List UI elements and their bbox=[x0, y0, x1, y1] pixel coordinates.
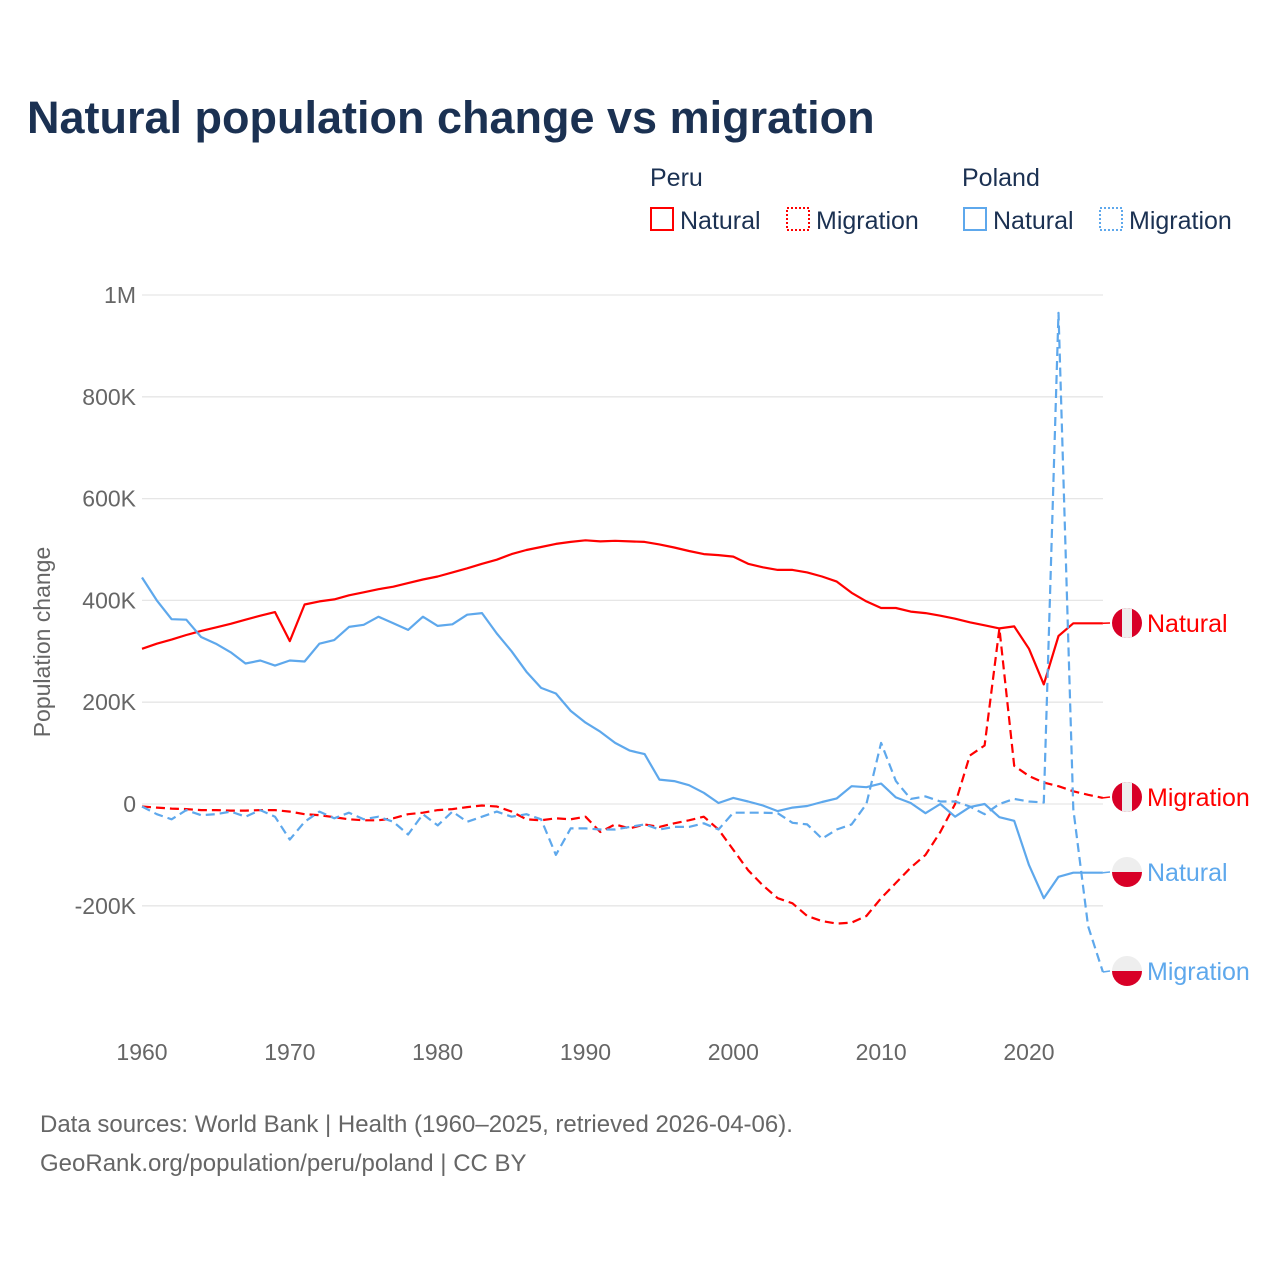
y-axis: 1M 800K 600K 400K 200K 0 -200K bbox=[75, 282, 137, 919]
end-label-connector bbox=[1103, 797, 1110, 798]
series-line-peru-migration[interactable] bbox=[142, 628, 1103, 923]
legend-group-poland: Poland bbox=[962, 164, 1040, 192]
chart-title: Natural population change vs migration bbox=[27, 92, 875, 143]
y-tick-label: 1M bbox=[104, 282, 136, 308]
x-tick-label: 1970 bbox=[264, 1039, 315, 1065]
x-tick-label: 1960 bbox=[116, 1039, 167, 1065]
legend: Peru Poland Natural Migration Natural Mi… bbox=[650, 164, 1232, 235]
poland-flag-icon bbox=[1112, 956, 1142, 986]
x-tick-label: 1980 bbox=[412, 1039, 463, 1065]
legend-group-peru: Peru bbox=[650, 164, 703, 192]
poland-flag-icon bbox=[1112, 857, 1142, 887]
legend-label-peru-natural[interactable]: Natural bbox=[680, 207, 761, 235]
y-tick-label: 0 bbox=[123, 791, 136, 817]
legend-swatch-poland-migration bbox=[1100, 208, 1122, 230]
legend-swatch-peru-natural bbox=[651, 208, 673, 230]
x-tick-label: 2020 bbox=[1003, 1039, 1054, 1065]
y-axis-label: Population change bbox=[29, 547, 55, 738]
end-label: Natural bbox=[1147, 859, 1228, 887]
legend-label-poland-migration[interactable]: Migration bbox=[1129, 207, 1232, 235]
series-line-poland-natural[interactable] bbox=[142, 578, 1103, 899]
source-line-2[interactable]: GeoRank.org/population/peru/poland | CC … bbox=[40, 1150, 527, 1177]
peru-flag-icon bbox=[1112, 782, 1142, 812]
end-label: Migration bbox=[1147, 958, 1250, 986]
end-label: Natural bbox=[1147, 610, 1228, 638]
x-axis: 1960 1970 1980 1990 2000 2010 2020 bbox=[116, 1039, 1054, 1065]
legend-label-peru-migration[interactable]: Migration bbox=[816, 207, 919, 235]
x-tick-label: 2000 bbox=[708, 1039, 759, 1065]
x-tick-label: 1990 bbox=[560, 1039, 611, 1065]
end-label: Migration bbox=[1147, 784, 1250, 812]
x-tick-label: 2010 bbox=[856, 1039, 907, 1065]
y-tick-label: 800K bbox=[82, 384, 136, 410]
end-label-connector bbox=[1103, 872, 1110, 873]
source-line-1: Data sources: World Bank | Health (1960–… bbox=[40, 1111, 793, 1138]
legend-swatch-poland-natural bbox=[964, 208, 986, 230]
end-label-connector bbox=[1103, 971, 1110, 972]
series-lines bbox=[142, 313, 1103, 972]
legend-label-poland-natural[interactable]: Natural bbox=[993, 207, 1074, 235]
end-labels: Natural Migration Natural Migration bbox=[1103, 608, 1250, 986]
y-tick-label: 400K bbox=[82, 587, 136, 613]
y-tick-label: -200K bbox=[75, 893, 137, 919]
peru-flag-icon bbox=[1112, 608, 1142, 638]
legend-swatch-peru-migration bbox=[787, 208, 809, 230]
series-line-poland-migration[interactable] bbox=[142, 313, 1103, 972]
y-tick-label: 200K bbox=[82, 689, 136, 715]
y-tick-label: 600K bbox=[82, 486, 136, 512]
